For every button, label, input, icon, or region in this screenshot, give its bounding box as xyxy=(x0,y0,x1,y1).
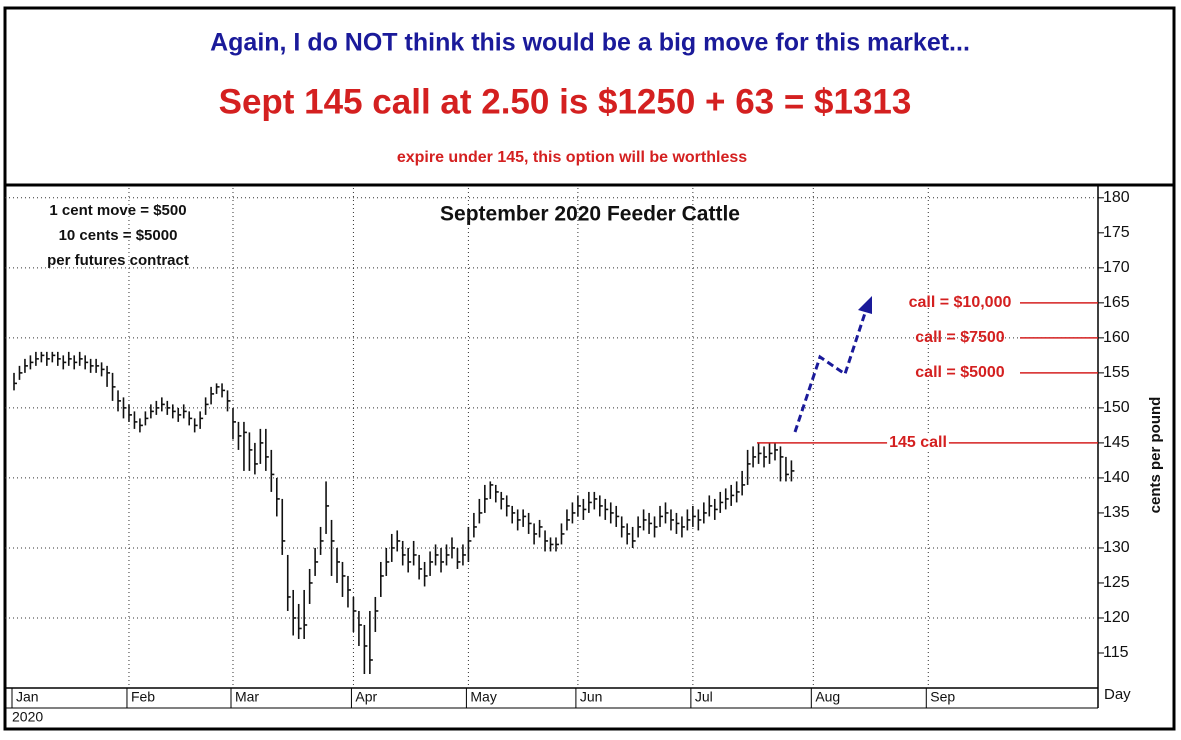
y-tick-label: 135 xyxy=(1103,504,1130,521)
y-tick-label: 140 xyxy=(1103,469,1130,486)
header: Again, I do NOT think this would be a bi… xyxy=(210,29,970,57)
chart-title: September 2020 Feeder Cattle xyxy=(440,203,740,226)
y-axis-label: cents per pound xyxy=(1147,397,1164,514)
note: 1 cent move = $500 xyxy=(49,202,186,219)
bars xyxy=(13,351,795,674)
y-tick-label: 165 xyxy=(1103,294,1130,311)
level-label: 145 call xyxy=(889,434,947,451)
y-tick-label: 175 xyxy=(1103,224,1130,241)
y-tick-label: 125 xyxy=(1103,574,1130,591)
y-tick-label: 150 xyxy=(1103,399,1130,416)
level-label: call = $7500 xyxy=(915,329,1005,346)
year-label: 2020 xyxy=(12,709,43,725)
x-tick-label: Feb xyxy=(131,689,155,705)
x-tick-label: Mar xyxy=(235,689,259,705)
y-tick-label: 180 xyxy=(1103,189,1130,206)
x-tick-label: Sep xyxy=(930,689,955,705)
y-tick-label: 115 xyxy=(1103,644,1129,661)
note: per futures contract xyxy=(47,252,189,269)
label-bg xyxy=(887,434,949,452)
x-tick-label: Apr xyxy=(355,689,377,705)
note: 10 cents = $5000 xyxy=(59,227,178,244)
projection-arrow xyxy=(793,309,868,433)
levels: call = $10,000 call = $7500 call = $5000 14… xyxy=(757,294,1098,452)
frame xyxy=(3,6,1176,731)
headline: Sept 145 call at 2.50 is $1250 + 63 = $1… xyxy=(219,82,912,121)
y-tick-label: 170 xyxy=(1103,259,1130,276)
level-label: call = $10,000 xyxy=(909,294,1012,311)
y-tick-label: 130 xyxy=(1103,539,1130,556)
y-tick-label: 145 xyxy=(1103,434,1130,451)
x-tick-label: Jul xyxy=(695,689,713,705)
level-label: call = $5000 xyxy=(915,364,1005,381)
y-tick-label: 120 xyxy=(1103,609,1130,626)
x-axis-label: Day xyxy=(1104,686,1131,703)
arrow-head xyxy=(858,296,872,314)
y-tick-label: 160 xyxy=(1103,329,1130,346)
x-tick-label: Jan xyxy=(16,689,39,705)
y-tick-label: 155 xyxy=(1103,364,1130,381)
x-tick-label: Jun xyxy=(580,689,603,705)
x-tick-label: May xyxy=(470,689,496,705)
subheadline: expire under 145, this option will be wo… xyxy=(397,149,747,166)
x-tick-label: Aug xyxy=(815,689,840,705)
